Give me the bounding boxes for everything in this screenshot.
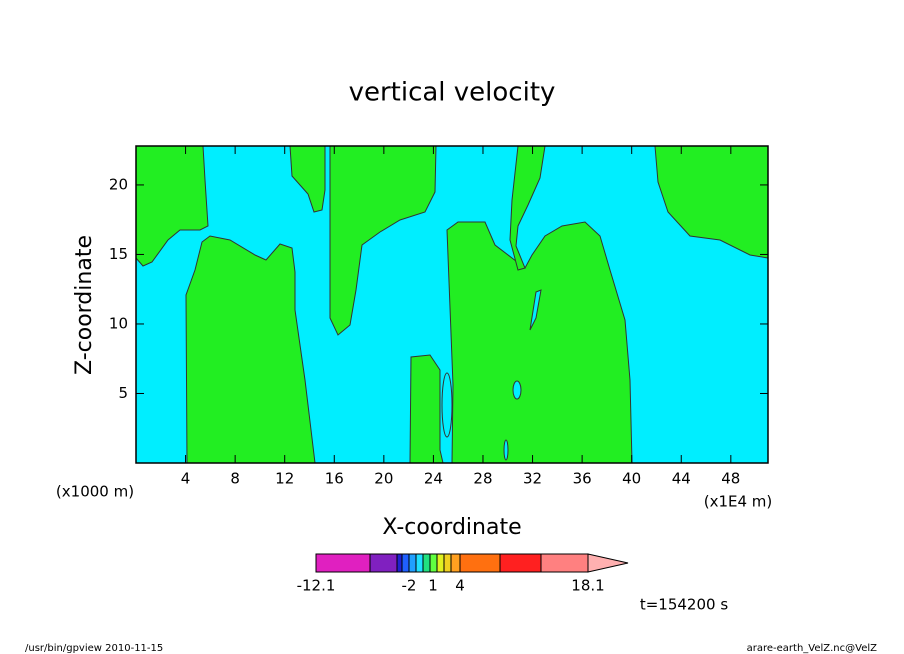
colorbar-segment xyxy=(422,553,431,573)
x-tick-label: 20 xyxy=(374,470,393,488)
region xyxy=(289,145,326,213)
x-tick-label: 36 xyxy=(573,470,592,488)
x-tick-label: 16 xyxy=(325,470,344,488)
region xyxy=(329,145,437,336)
y-axis-label: Z-coordinate xyxy=(72,235,97,375)
colorbar-label: -2 xyxy=(402,577,417,595)
colorbar-label: 1 xyxy=(428,577,438,595)
footer-left: /usr/bin/gpview 2010-11-15 xyxy=(25,643,163,654)
colorbar-segment xyxy=(499,553,542,573)
colorbar-segment xyxy=(429,553,438,573)
colorbar-segment xyxy=(396,553,403,573)
colorbar-segment xyxy=(450,553,461,573)
region-hole xyxy=(503,439,509,461)
region xyxy=(446,221,633,464)
x-tick-label: 40 xyxy=(622,470,641,488)
x-tick-label: 8 xyxy=(230,470,240,488)
x-tick-label: 24 xyxy=(424,470,443,488)
colorbar-arrow xyxy=(587,553,629,573)
colorbar-label: 4 xyxy=(455,577,465,595)
x-tick-label: 32 xyxy=(523,470,542,488)
colorbar-segment xyxy=(436,553,445,573)
colorbar-segment xyxy=(443,553,452,573)
chart-title: vertical velocity xyxy=(349,78,556,108)
y-tick-label: 10 xyxy=(109,314,128,332)
y-tick-label: 5 xyxy=(118,384,128,402)
x-tick-label: 44 xyxy=(672,470,691,488)
region xyxy=(135,145,209,267)
colorbar-label: 18.1 xyxy=(571,577,604,595)
x-axis-label: X-coordinate xyxy=(382,515,521,540)
colorbar-segment xyxy=(540,553,589,573)
region-hole xyxy=(441,372,453,438)
x-tick-label: 28 xyxy=(473,470,492,488)
plot-frame xyxy=(135,145,769,464)
time-label: t=154200 s xyxy=(640,596,728,614)
x-tick-label: 48 xyxy=(721,470,740,488)
colorbar-label: -12.1 xyxy=(297,577,336,595)
colorbar-segment xyxy=(415,553,424,573)
colorbar-segment xyxy=(401,553,410,573)
colorbar-segment xyxy=(459,553,501,573)
y-tick-label: 20 xyxy=(109,175,128,193)
region xyxy=(409,354,444,464)
x-tick-label: 12 xyxy=(275,470,294,488)
x-unit: (x1E4 m) xyxy=(704,493,773,511)
colorbar-segment xyxy=(369,553,398,573)
x-tick-label: 4 xyxy=(181,470,191,488)
region-hole xyxy=(529,289,542,331)
footer-right: arare-earth_VelZ.nc@VelZ xyxy=(747,643,878,654)
region-hole xyxy=(512,380,522,400)
y-unit: (x1000 m) xyxy=(56,483,134,501)
region xyxy=(185,235,316,464)
y-tick-label: 15 xyxy=(109,245,128,263)
region xyxy=(509,145,546,271)
colorbar-segment xyxy=(315,553,371,573)
colorbar-segment xyxy=(408,553,417,573)
contour-field xyxy=(135,145,769,464)
